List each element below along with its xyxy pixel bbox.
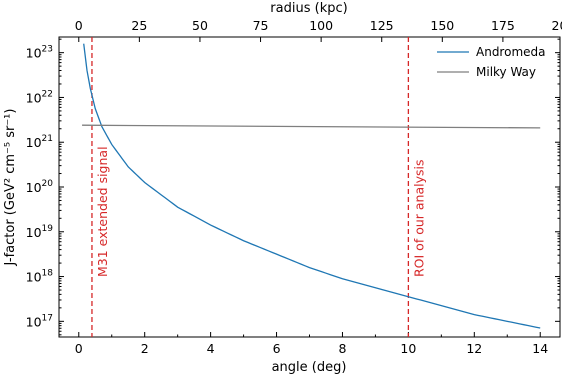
x2-tick-label: 75: [253, 18, 269, 33]
y-tick-label: 1018: [26, 269, 54, 285]
series-line: [83, 43, 541, 329]
x2-tick-label: 0: [75, 18, 83, 33]
x-tick-label: 12: [466, 341, 482, 356]
y-tick-label: 1022: [26, 89, 53, 105]
x-tick-label: 14: [532, 341, 548, 356]
legend-label-andromeda: Andromeda: [476, 45, 546, 59]
y-tick-label: 1023: [26, 45, 53, 61]
x2-tick-label: 150: [430, 18, 454, 33]
y-tick-label: 1020: [26, 179, 54, 195]
x2-tick-label: 200: [552, 18, 562, 33]
ticks-layer: 0 2 4 6 8 10 12 14 0 25 50 75 100 125 150 175 200 1017 101…: [26, 18, 562, 356]
x2-tick-label: 25: [131, 18, 147, 33]
plot-frame: [58, 36, 561, 338]
legend: Andromeda Milky Way: [437, 45, 546, 79]
y-tick-label: 1017: [26, 313, 53, 329]
series-line: [82, 124, 541, 129]
x-tick-label: 0: [75, 341, 83, 356]
x-tick-label: 6: [273, 341, 281, 356]
top-axis-title: radius (kpc): [270, 1, 347, 16]
x-tick-label: 8: [338, 341, 346, 356]
y-tick-label: 1021: [26, 134, 53, 150]
y-tick-label: 1019: [26, 224, 54, 240]
x2-tick-label: 175: [491, 18, 515, 33]
x2-tick-label: 50: [192, 18, 208, 33]
x2-tick-label: 125: [370, 18, 394, 33]
x2-tick-label: 100: [309, 18, 333, 33]
x-tick-label: 2: [141, 341, 149, 356]
series-layer: [82, 43, 541, 329]
annotation-label: ROI of our analysis: [411, 160, 426, 278]
annotation-lines: [91, 37, 410, 337]
annotation-labels: M31 extended signal ROI of our analysis: [95, 146, 426, 277]
annotation-label: M31 extended signal: [95, 146, 110, 277]
y-axis-title: J-factor (GeV² cm⁻⁵ sr⁻¹): [3, 109, 18, 267]
x-tick-label: 4: [207, 341, 215, 356]
x-tick-label: 10: [400, 341, 416, 356]
legend-label-milky-way: Milky Way: [476, 65, 536, 79]
x-axis-title: angle (deg): [272, 360, 347, 375]
